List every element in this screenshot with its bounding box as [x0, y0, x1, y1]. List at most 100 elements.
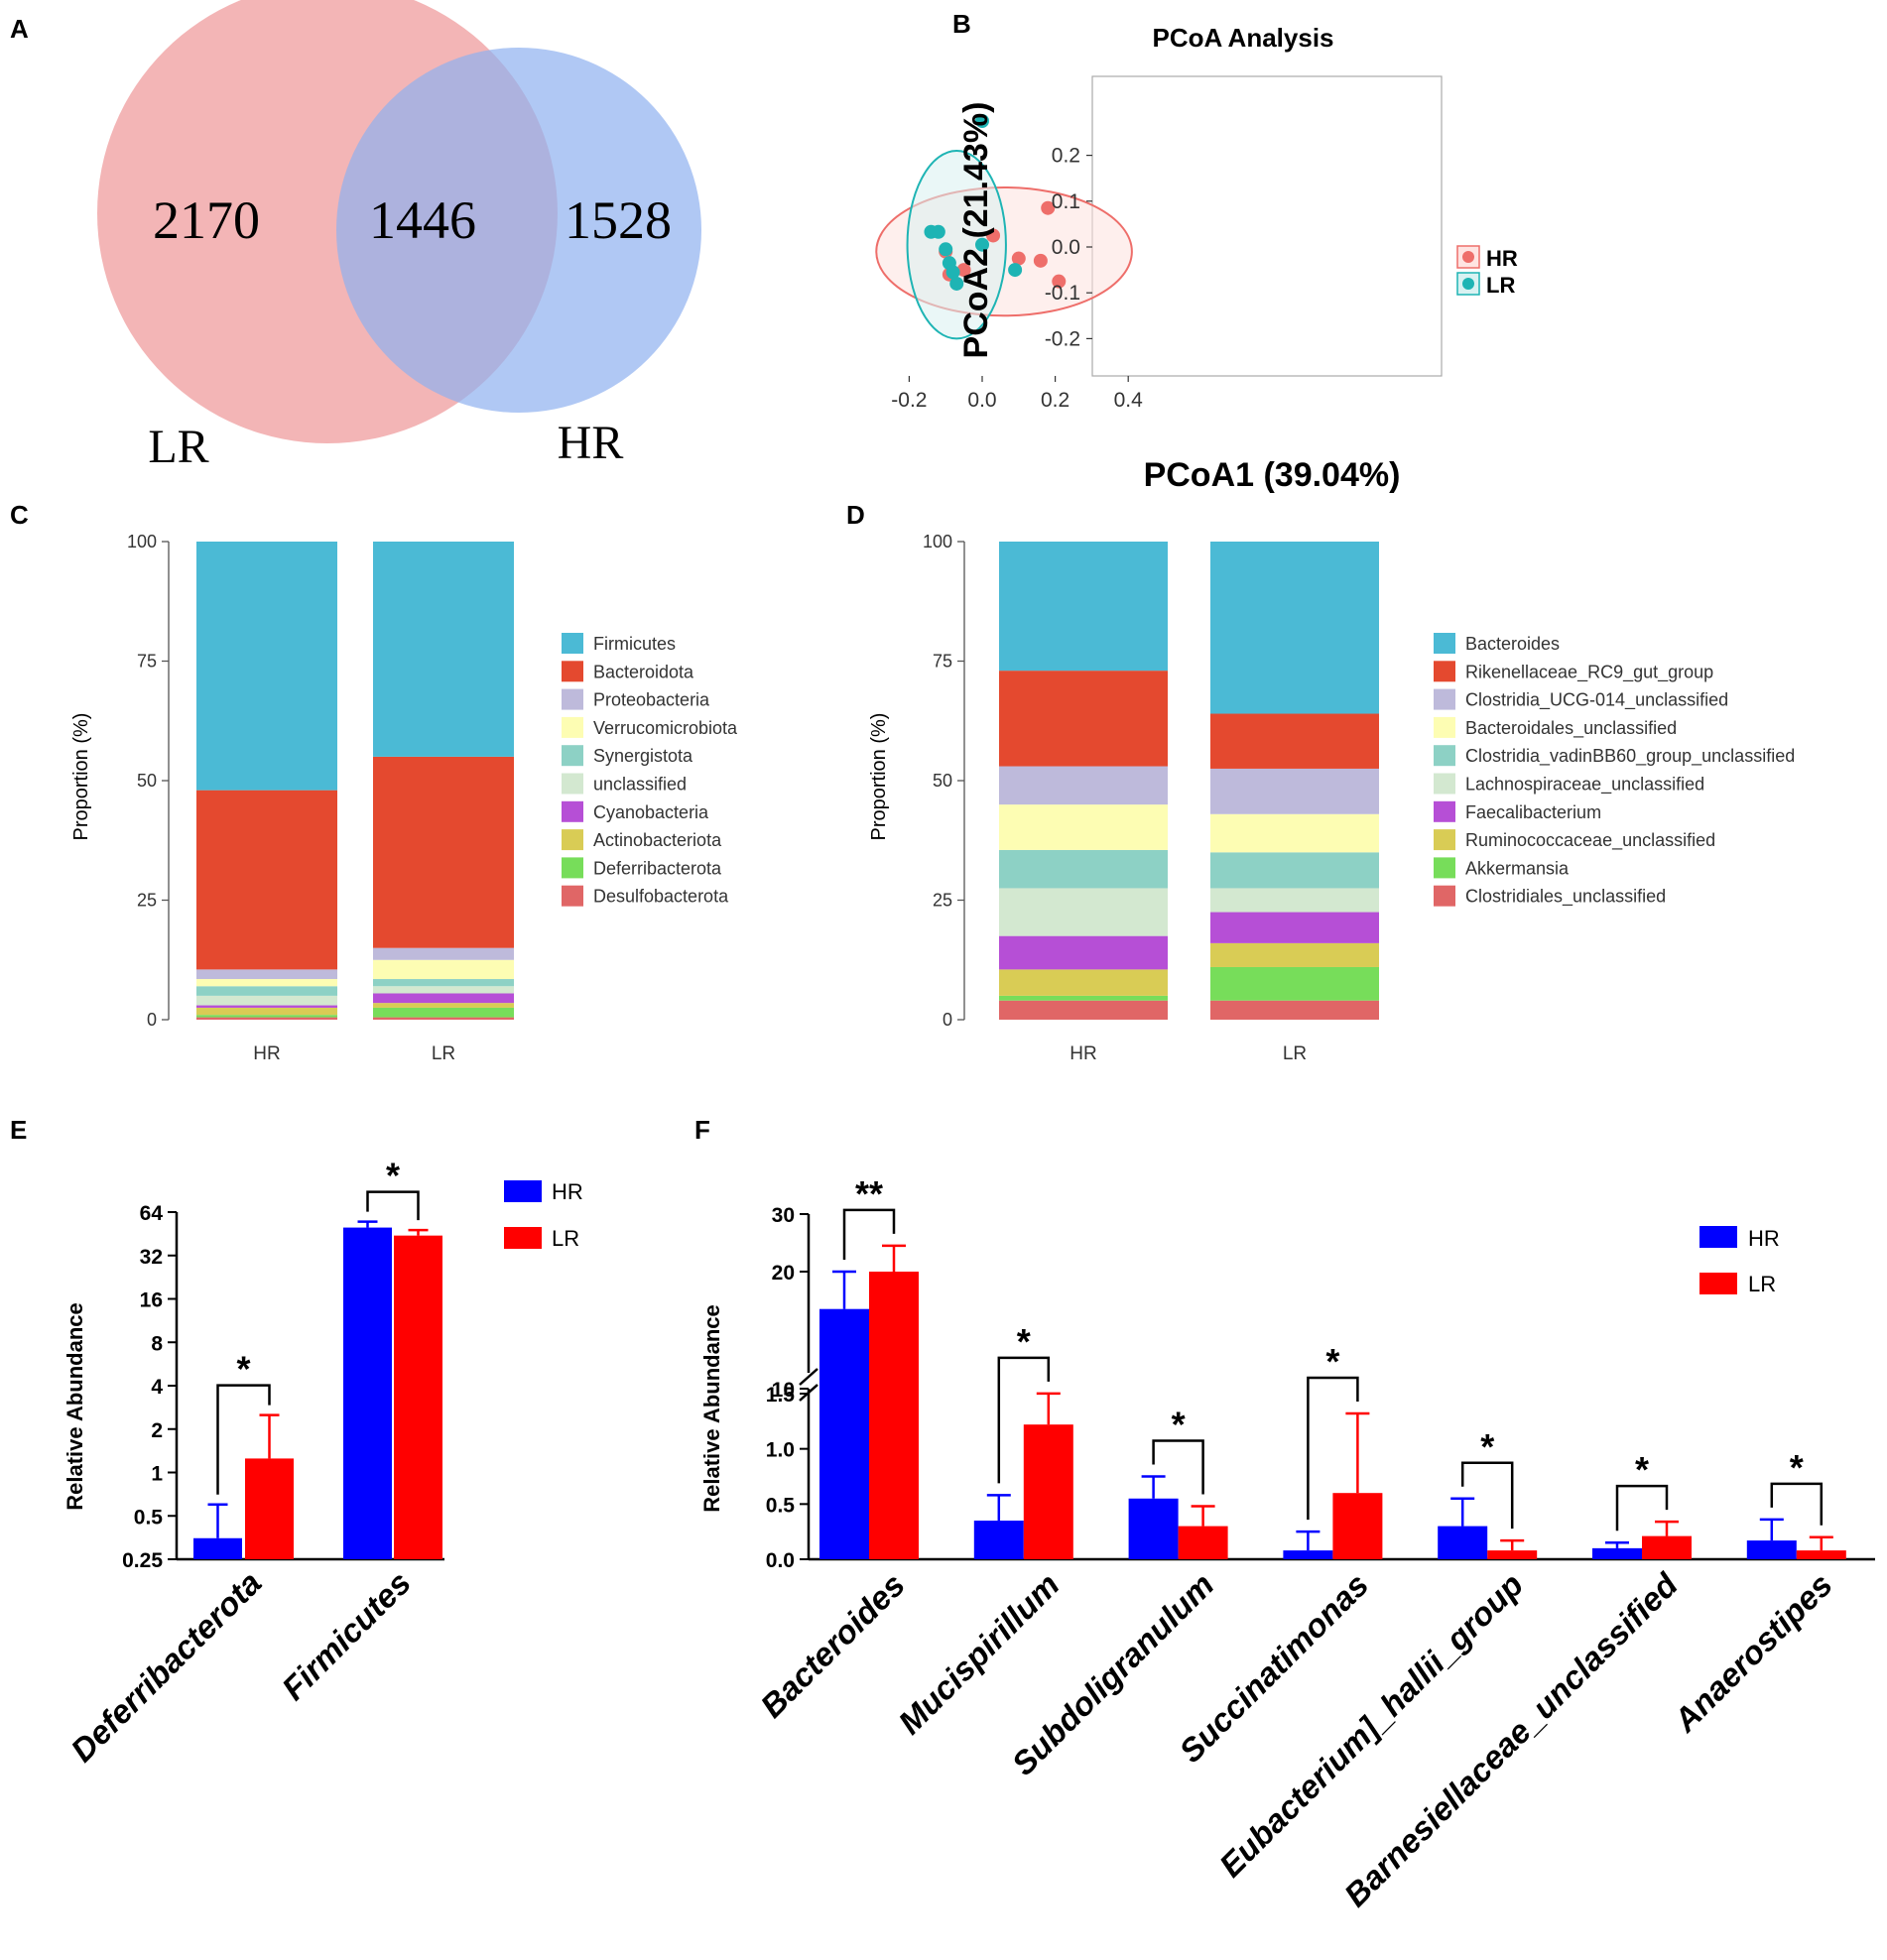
bar-f-succinatimonas-hr [1283, 1550, 1333, 1559]
bar-f-ytick-label: 1.0 [766, 1439, 795, 1462]
bar-f-category-label: Barnesiellaceae_unclassified [1337, 1565, 1686, 1913]
venn-label-lr: LR [148, 421, 208, 473]
pcoa-point-lr-1 [975, 113, 989, 128]
legend-swatch-verrucomicrobiota [562, 716, 583, 738]
legend-swatch-ruminococcaceae-unclassified [1434, 829, 1455, 851]
bar-f-significance-bracket [1152, 1439, 1204, 1495]
stack-segment-lr-synergistota [373, 979, 514, 987]
bar-f-ytick-label: 0.0 [766, 1549, 795, 1572]
bar-f-anaerostipes-lr [1796, 1550, 1846, 1559]
pcoa-point-lr-3 [931, 224, 945, 239]
bar-e-significance-bracket [366, 1190, 420, 1221]
stack-segment-hr-cyanobacteria [196, 1005, 337, 1008]
stack-segment-lr-faecalibacterium [1210, 912, 1379, 943]
bar-f-ytick-label: 1.5 [766, 1384, 796, 1407]
bar-e-ytick-label: 64 [140, 1202, 164, 1225]
stack-segment-lr-ruminococcaceae-unclassified [1210, 942, 1379, 967]
bar-f-significance-bracket [997, 1356, 1051, 1484]
stack-segment-hr-akkermansia [999, 995, 1168, 1001]
legend-label-bacteroidales-unclassified: Bacteroidales_unclassified [1465, 718, 1677, 739]
stack-segment-lr-bacteroides [1210, 542, 1379, 714]
venn-label-hr: HR [558, 417, 624, 469]
pcoa-point-lr-4 [939, 242, 953, 257]
bar-e-ytick-label: 4 [151, 1376, 163, 1399]
pcoa-ylabel: PCoA2 (21.43%) [957, 102, 995, 359]
bar-f-mucispirillum-lr [1023, 1424, 1073, 1559]
panel-label-f: F [694, 1115, 710, 1145]
pcoa-point-hr-8 [1052, 274, 1067, 289]
genus-abundance-bar-chart: Relative Abundance 0.00.51.01.5102030**B… [699, 1173, 1875, 1913]
pcoa-ytick-label: 0.0 [1052, 236, 1080, 259]
stack-segment-hr-bacteroidota [196, 790, 337, 970]
legend-label-clostridia-vadinbb60-group-unclassified: Clostridia_vadinBB60_group_unclassified [1465, 746, 1795, 767]
legend-label-lachnospiraceae-unclassified: Lachnospiraceae_unclassified [1465, 775, 1704, 796]
bar-e-legend-label-lr: LR [552, 1226, 579, 1251]
stack-segment-hr-synergistota [196, 986, 337, 996]
stack-segment-hr-proteobacteria [196, 969, 337, 980]
stack-category-label: HR [1069, 1043, 1096, 1064]
stack-segment-hr-deferribacterota [196, 1015, 337, 1018]
stack-segment-lr-cyanobacteria [373, 993, 514, 1004]
bar-e-ytick-label: 0.25 [122, 1549, 163, 1572]
legend-swatch-unclassified [562, 773, 583, 795]
pcoa-point-lr-8 [975, 237, 989, 252]
stack-category-label: HR [253, 1043, 280, 1064]
stack-segment-hr-faecalibacterium [999, 935, 1168, 970]
legend-swatch-bacteroides [1434, 633, 1455, 654]
bar-f-significance-mark: * [1635, 1449, 1649, 1490]
panel-label-b: B [952, 9, 971, 39]
stack-segment-hr-actinobacteriota [196, 1007, 337, 1016]
pcoa-title: PCoA Analysis [1152, 23, 1333, 53]
legend-swatch-akkermansia [1434, 857, 1455, 879]
pcoa-ytick-label: -0.2 [1045, 327, 1080, 350]
stack-ytick-label: 25 [137, 891, 157, 911]
bar-e-significance-bracket [216, 1384, 271, 1495]
bar-f-significance-mark: * [1480, 1426, 1494, 1467]
bar-f-category-label: Eubacterium]_hallii_group [1212, 1566, 1530, 1884]
bar-f-significance-bracket [1615, 1484, 1669, 1531]
bar-f-significance-mark: * [1790, 1447, 1804, 1488]
stack-segment-lr-proteobacteria [373, 947, 514, 960]
legend-swatch-clostridiales-unclassified [1434, 885, 1455, 907]
bar-e-significance-mark: * [386, 1156, 400, 1196]
venn-count-lr-only: 2170 [153, 190, 260, 250]
pcoa-xtick-label: -0.2 [891, 389, 927, 412]
legend-label-deferribacterota: Deferribacterota [593, 858, 722, 878]
pcoa-point-hr-3 [956, 263, 971, 278]
legend-swatch-bacteroidota [562, 661, 583, 682]
stack-ytick-label: 25 [933, 891, 952, 911]
bar-e-ytick-label: 16 [140, 1289, 163, 1312]
legend-label-firmicutes: Firmicutes [593, 634, 676, 654]
legend-label-ruminococcaceae-unclassified: Ruminococcaceae_unclassified [1465, 830, 1715, 851]
phylum-abundance-bar-chart: Relative Abundance 0.25 0.5 1 2 4 8 16 32 64 * Def… [63, 1156, 583, 1770]
bar-f-ytick-label: 20 [772, 1262, 795, 1285]
legend-label-verrucomicrobiota: Verrucomicrobiota [593, 718, 738, 738]
legend-label-akkermansia: Akkermansia [1465, 858, 1570, 878]
legend-swatch-clostridia-vadinbb60-group-unclassified [1434, 745, 1455, 767]
legend-swatch-rikenellaceae-rc9-gut-group [1434, 661, 1455, 682]
pcoa-legend-label-hr: HR [1486, 246, 1518, 271]
stack-segment-hr-verrucomicrobiota [196, 979, 337, 987]
stack-ytick-label: 50 [137, 771, 157, 791]
bar-f-significance-bracket [1307, 1376, 1359, 1521]
bar-f-ylabel: Relative Abundance [699, 1304, 724, 1512]
pcoa-point-lr-7 [949, 276, 964, 291]
stack-segment-hr-ruminococcaceae-unclassified [999, 969, 1168, 996]
pcoa-xlabel: PCoA1 (39.04%) [1144, 456, 1401, 494]
bar-f-significance-mark: * [1172, 1405, 1186, 1445]
bar-e-deferribacterota-hr [193, 1537, 242, 1559]
pcoa-ytick-label: 0.2 [1052, 145, 1080, 168]
venn-diagram: 2170 1446 1528 LR HR [97, 0, 701, 473]
pcoa-point-hr-5 [1011, 251, 1026, 266]
panel-label-d: D [846, 500, 865, 530]
stack-segment-lr-rikenellaceae-rc9-gut-group [1210, 713, 1379, 769]
bar-e-ytick-label: 32 [140, 1246, 163, 1269]
panel-label-a: A [10, 14, 29, 44]
bar-f-axis-break-mark [799, 1368, 818, 1386]
bar-f-ytick-label: 30 [772, 1204, 795, 1227]
bar-e-category-label: Deferribacterota [63, 1564, 268, 1769]
stack-segment-lr-akkermansia [1210, 966, 1379, 1001]
pcoa-xtick-label: 0.2 [1041, 389, 1069, 412]
stack-ytick-label: 75 [137, 652, 157, 672]
